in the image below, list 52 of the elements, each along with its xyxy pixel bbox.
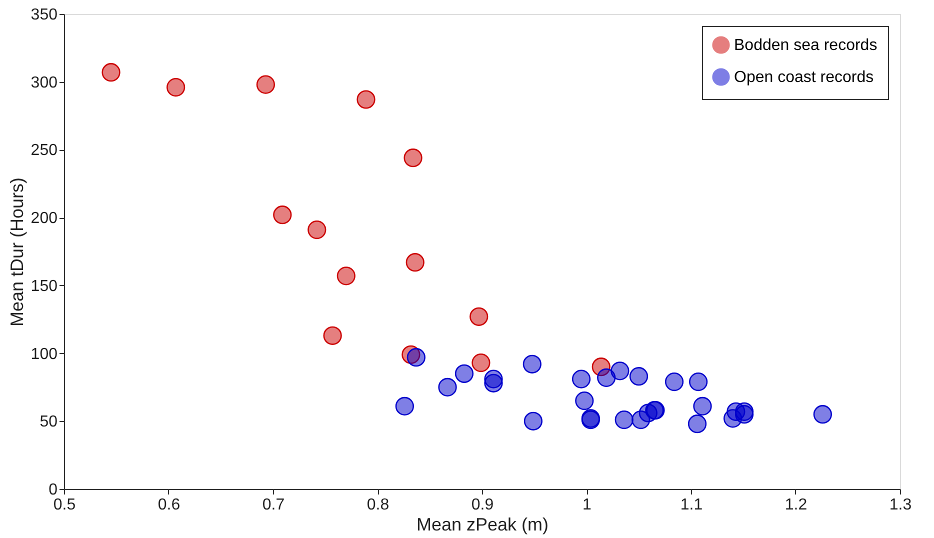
point: [572, 370, 591, 388]
point: [524, 412, 543, 430]
point: [406, 253, 424, 272]
point: [610, 362, 630, 380]
point: [102, 63, 120, 82]
point: [323, 326, 342, 345]
x-tick-label: 1.3: [889, 496, 912, 514]
point: [664, 372, 684, 392]
x-tick-label: 0.7: [262, 496, 285, 514]
point: [813, 405, 832, 424]
legend-label: Open coast records: [734, 69, 874, 86]
point: [166, 78, 186, 97]
point: [404, 148, 422, 168]
y-tick-label: 250: [30, 142, 58, 160]
x-tick-label: 1: [582, 496, 592, 514]
point: [484, 374, 503, 392]
point: [273, 206, 292, 224]
point: [438, 378, 457, 397]
x-tick-label: 0.9: [471, 496, 494, 514]
point: [629, 367, 648, 386]
y-tick-label: 100: [30, 346, 58, 363]
point: [356, 90, 376, 109]
point: [522, 354, 542, 374]
x-tick-label: 0.5: [53, 496, 76, 514]
point: [308, 220, 326, 240]
point: [688, 414, 707, 434]
x-tick-label: 0.8: [366, 496, 390, 514]
x-tick-label: 1.2: [784, 496, 808, 514]
y-axis-title: Mean tDur (Hours): [6, 177, 27, 327]
y-tick-label: 150: [30, 278, 58, 295]
point: [575, 391, 594, 410]
y-tick-label: 350: [30, 6, 58, 24]
point: [470, 307, 488, 326]
y-tick-label: 50: [40, 414, 58, 431]
y-tick-label: 200: [30, 210, 58, 228]
y-tick-label: 0: [48, 482, 58, 498]
point: [454, 364, 474, 383]
legend-label: Bodden sea records: [734, 37, 878, 54]
point: [256, 75, 275, 94]
point: [734, 405, 754, 424]
point: [693, 396, 712, 416]
point: [395, 396, 414, 416]
x-tick-label: 0.6: [158, 496, 180, 514]
point: [689, 372, 708, 392]
point: [614, 410, 634, 430]
y-tick-label: 300: [30, 74, 58, 92]
point: [406, 348, 426, 367]
point: [597, 368, 616, 388]
x-tick-label: 1.1: [680, 496, 703, 514]
x-axis-title: Mean zPeak (m): [416, 514, 549, 534]
point: [336, 266, 356, 286]
point: [472, 353, 490, 372]
